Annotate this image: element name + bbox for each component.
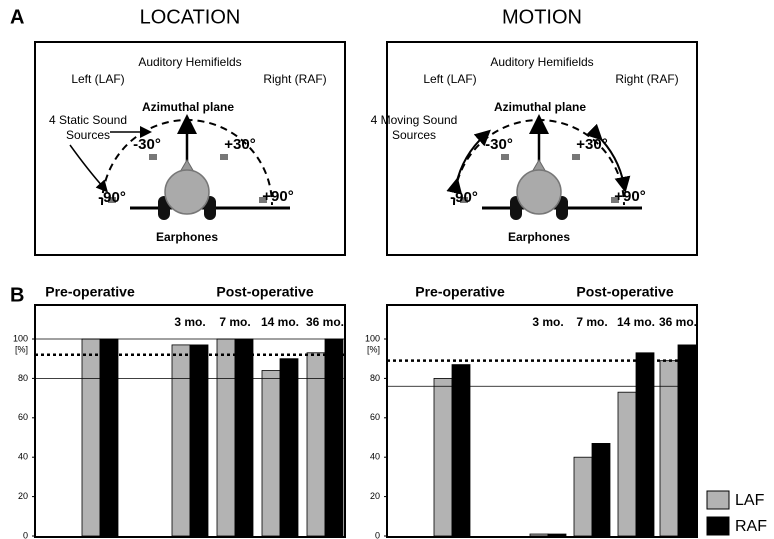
y-tick-label: 60 xyxy=(18,412,28,422)
deg-label: +90° xyxy=(262,188,293,205)
bar xyxy=(280,359,298,536)
head xyxy=(165,170,209,214)
speaker xyxy=(501,154,509,160)
earphones-label: Earphones xyxy=(156,230,218,244)
deg-label: -30° xyxy=(485,136,513,153)
diagram-title: MOTION xyxy=(502,6,582,28)
x-tick-label: 3 mo. xyxy=(532,315,563,329)
y-tick-label: 100 xyxy=(13,333,28,343)
group-label: Post-operative xyxy=(576,284,673,300)
sources-label: Sources xyxy=(392,128,436,142)
x-tick-label: 3 mo. xyxy=(174,315,205,329)
bar xyxy=(592,443,610,536)
heading: Auditory Hemifields xyxy=(138,55,241,69)
legend-swatch xyxy=(707,491,729,509)
left-label: Left (LAF) xyxy=(423,72,476,86)
sources-label: 4 Static Sound xyxy=(49,113,127,127)
deg-label: -90° xyxy=(450,189,478,206)
speaker xyxy=(149,154,157,160)
deg-label: -30° xyxy=(133,136,161,153)
plane-label: Azimuthal plane xyxy=(494,100,586,114)
y-tick-label: 80 xyxy=(18,373,28,383)
bar xyxy=(325,339,343,536)
diagram: MOTION Auditory Hemifields Left (LAF) Right… xyxy=(371,6,697,255)
bar xyxy=(452,365,470,536)
x-tick-label: 14 mo. xyxy=(261,315,299,329)
legend-label: RAF xyxy=(735,518,767,535)
sources-label: Sources xyxy=(66,128,110,142)
y-tick-label: 80 xyxy=(370,373,380,383)
x-tick-label: 7 mo. xyxy=(219,315,250,329)
deg-label: +30° xyxy=(576,136,607,153)
heading: Auditory Hemifields xyxy=(490,55,593,69)
deg-label: -90° xyxy=(98,189,126,206)
bar xyxy=(82,339,100,536)
bar xyxy=(530,534,548,536)
y-tick-label: 0 xyxy=(23,530,28,539)
y-tick-label: 100 xyxy=(365,333,380,343)
pointer xyxy=(70,145,104,188)
plane-label: Azimuthal plane xyxy=(142,100,234,114)
panel-label: B xyxy=(10,284,24,306)
earphones-label: Earphones xyxy=(508,230,570,244)
right-label: Right (RAF) xyxy=(615,72,678,86)
bar xyxy=(548,534,566,536)
bar xyxy=(678,345,696,536)
y-label: [%] xyxy=(367,344,380,354)
bar xyxy=(574,457,592,536)
deg-label: +30° xyxy=(224,136,255,153)
y-label: [%] xyxy=(15,344,28,354)
bar xyxy=(172,345,190,536)
x-tick-label: 7 mo. xyxy=(576,315,607,329)
y-tick-label: 40 xyxy=(370,452,380,462)
head xyxy=(517,170,561,214)
bar xyxy=(190,345,208,536)
sources-label: 4 Moving Sound xyxy=(371,113,458,127)
bar xyxy=(618,392,636,536)
y-tick-label: 40 xyxy=(18,452,28,462)
x-tick-label: 36 mo. xyxy=(659,315,697,329)
group-label: Pre-operative xyxy=(415,284,505,300)
motion-arrow xyxy=(456,135,485,185)
bar xyxy=(217,339,235,536)
bar xyxy=(434,378,452,536)
left-label: Left (LAF) xyxy=(71,72,124,86)
bar xyxy=(262,371,280,536)
panel-label: A xyxy=(10,6,24,28)
bar xyxy=(660,361,678,536)
diagram: LOCATION Auditory Hemifields Left (LAF) Rig… xyxy=(35,6,345,255)
bar xyxy=(307,353,325,536)
bar xyxy=(235,339,253,536)
bar xyxy=(636,353,654,536)
right-label: Right (RAF) xyxy=(263,72,326,86)
diagram-title: LOCATION xyxy=(140,6,241,28)
group-label: Pre-operative xyxy=(45,284,135,300)
y-tick-label: 60 xyxy=(370,412,380,422)
x-tick-label: 36 mo. xyxy=(306,315,344,329)
figure: A B LOCATION Auditory Hemifields Left (LAF… xyxy=(0,0,774,539)
deg-label: +90° xyxy=(614,188,645,205)
speaker xyxy=(220,154,228,160)
legend-swatch xyxy=(707,517,729,535)
y-tick-label: 20 xyxy=(370,491,380,501)
y-tick-label: 0 xyxy=(375,530,380,539)
legend-label: LAF xyxy=(735,492,765,509)
bar xyxy=(100,339,118,536)
speaker xyxy=(572,154,580,160)
y-tick-label: 20 xyxy=(18,491,28,501)
x-tick-label: 14 mo. xyxy=(617,315,655,329)
group-label: Post-operative xyxy=(216,284,313,300)
